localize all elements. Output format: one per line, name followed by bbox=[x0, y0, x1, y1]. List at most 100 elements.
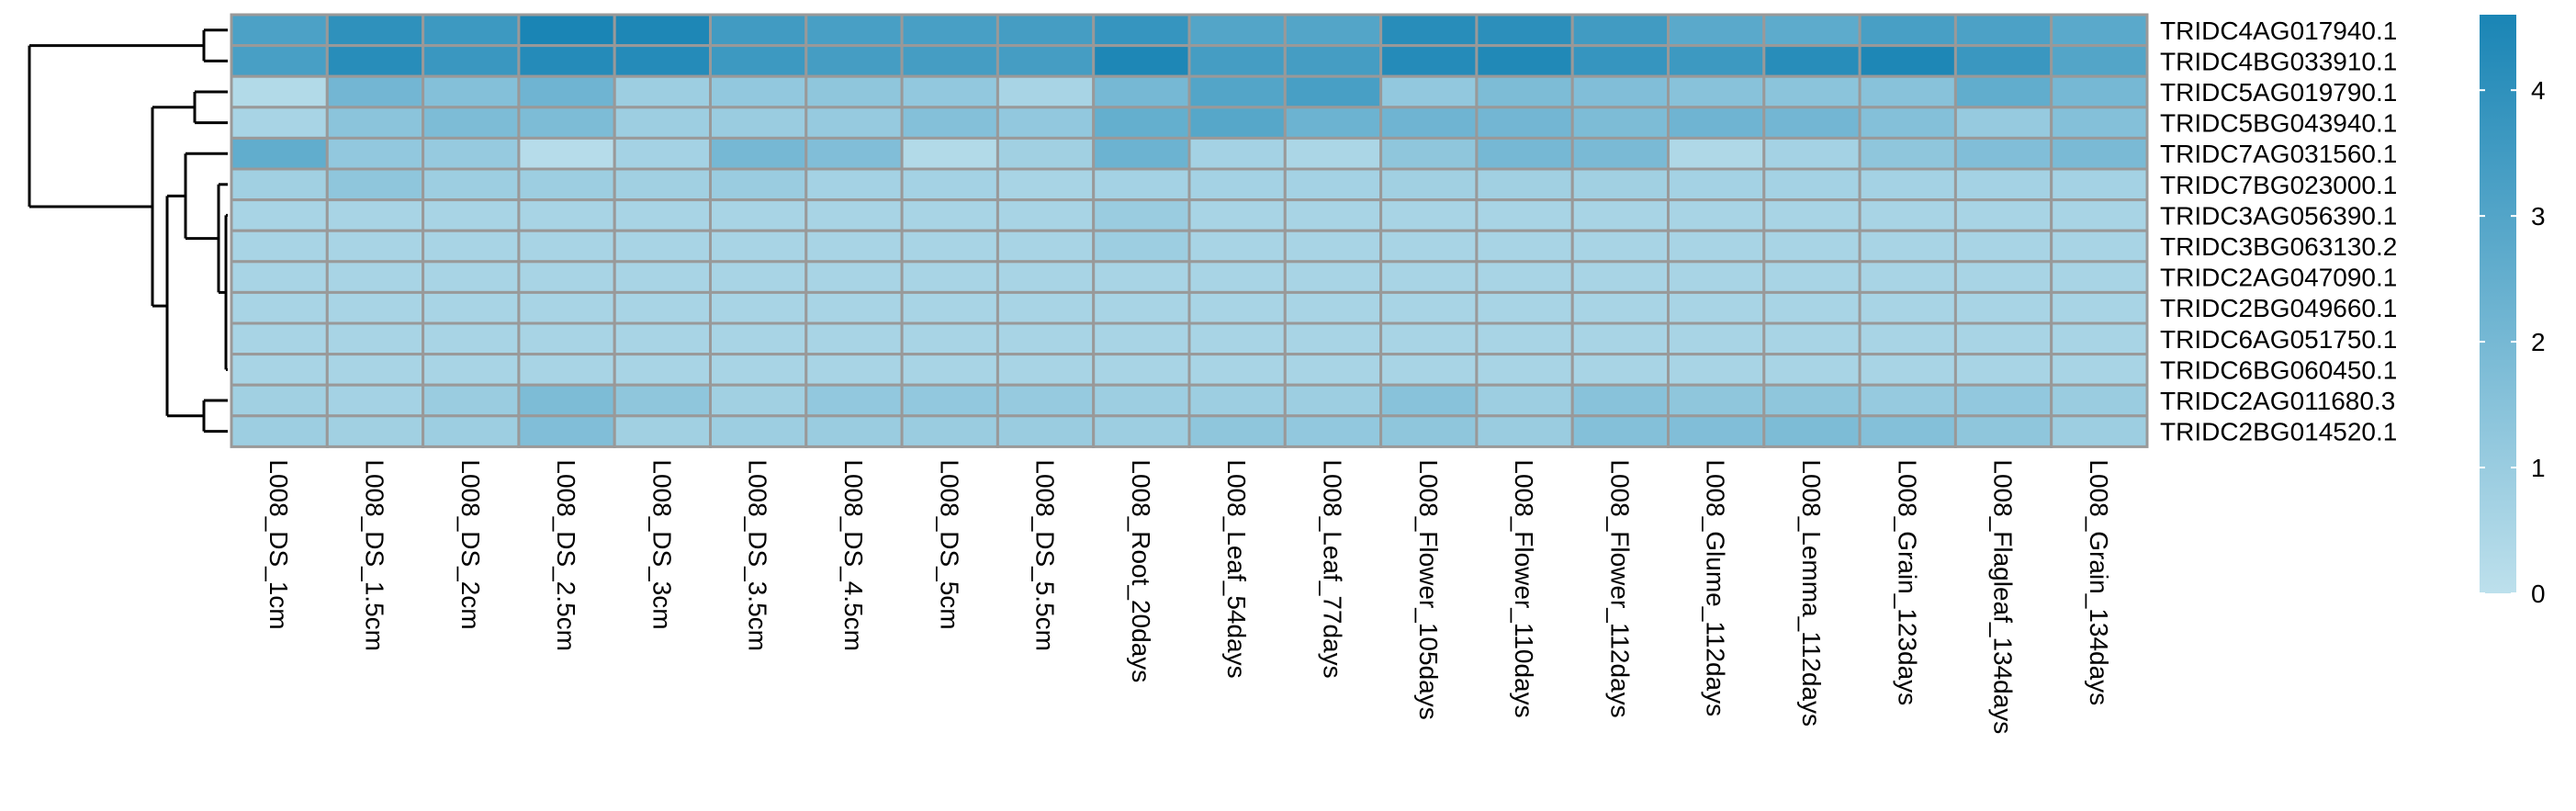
heatmap-cell bbox=[900, 290, 999, 325]
heatmap-cell bbox=[1762, 136, 1862, 171]
heatmap-cell bbox=[2050, 13, 2149, 48]
heatmap-cell bbox=[804, 167, 904, 202]
heatmap-cell bbox=[1475, 106, 1574, 140]
heatmap-cell bbox=[1762, 290, 1862, 325]
heatmap-cell bbox=[1379, 353, 1479, 387]
heatmap-cell bbox=[1953, 136, 2053, 171]
row-label: TRIDC2AG011680.3 bbox=[2160, 387, 2395, 415]
heatmap-cell bbox=[230, 106, 329, 140]
heatmap-cell bbox=[804, 260, 904, 294]
heatmap-cell bbox=[613, 136, 713, 171]
heatmap-cell bbox=[1187, 44, 1287, 78]
heatmap-cell bbox=[1283, 13, 1383, 48]
heatmap-cell bbox=[1092, 198, 1191, 232]
heatmap-cell bbox=[422, 167, 521, 202]
column-label: L008_DS_5cm bbox=[935, 459, 963, 629]
heatmap-cell bbox=[325, 229, 425, 264]
row-dendrogram bbox=[28, 28, 228, 434]
heatmap-cell bbox=[1475, 290, 1574, 325]
heatmap-cell bbox=[1667, 44, 1766, 78]
heatmap-cell bbox=[1187, 260, 1287, 294]
heatmap-cell bbox=[230, 383, 329, 418]
heatmap-cell bbox=[325, 353, 425, 387]
column-label: L008_Glume_112days bbox=[1702, 459, 1730, 716]
heatmap-cell bbox=[1762, 229, 1862, 264]
heatmap-cell bbox=[1953, 74, 2053, 109]
heatmap-cell bbox=[709, 106, 808, 140]
heatmap-cell bbox=[996, 383, 1096, 418]
column-label: L008_DS_3.5cm bbox=[744, 459, 772, 651]
heatmap-cell bbox=[1953, 229, 2053, 264]
heatmap-cell bbox=[1953, 44, 2053, 78]
heatmap-cell bbox=[1187, 136, 1287, 171]
heatmap-cell bbox=[1475, 136, 1574, 171]
column-label: L008_DS_1cm bbox=[264, 459, 293, 629]
heatmap-cell bbox=[900, 74, 999, 109]
heatmap-cell bbox=[422, 44, 521, 78]
row-label: TRIDC2AG047090.1 bbox=[2160, 264, 2397, 292]
heatmap-cell bbox=[1667, 290, 1766, 325]
heatmap-cell bbox=[422, 290, 521, 325]
heatmap-cell bbox=[996, 106, 1096, 140]
row-label: TRIDC7BG023000.1 bbox=[2160, 171, 2397, 199]
column-labels: L008_DS_1cm L008_DS_1.5cm L008_DS_2cm L008_… bbox=[264, 459, 2113, 734]
heatmap-cell bbox=[517, 353, 616, 387]
heatmap-cell bbox=[1187, 414, 1287, 448]
column-label: L008_Leaf_54days bbox=[1222, 459, 1251, 678]
row-label: TRIDC7AG031560.1 bbox=[2160, 140, 2397, 168]
heatmap-cell bbox=[900, 383, 999, 418]
heatmap-cell bbox=[422, 74, 521, 109]
heatmap-cell bbox=[900, 44, 999, 78]
heatmap-cell bbox=[1379, 136, 1479, 171]
heatmap-cell bbox=[1570, 74, 1670, 109]
heatmap-cell bbox=[900, 414, 999, 448]
heatmap-cell bbox=[1283, 414, 1383, 448]
row-label: TRIDC5BG043940.1 bbox=[2160, 109, 2397, 138]
heatmap-cell bbox=[422, 136, 521, 171]
heatmap-cell bbox=[804, 383, 904, 418]
heatmap-cell bbox=[1762, 74, 1862, 109]
heatmap-cell bbox=[1667, 136, 1766, 171]
heatmap-cell bbox=[1475, 383, 1574, 418]
heatmap-cell bbox=[900, 136, 999, 171]
heatmap-cell bbox=[325, 106, 425, 140]
heatmap-cell bbox=[709, 167, 808, 202]
heatmap-cell bbox=[1570, 198, 1670, 232]
heatmap-cell bbox=[613, 353, 713, 387]
heatmap-cell bbox=[325, 414, 425, 448]
heatmap-cell bbox=[1283, 321, 1383, 356]
heatmap-cell bbox=[1187, 198, 1287, 232]
heatmap-cell bbox=[2050, 106, 2149, 140]
heatmap-cell bbox=[1092, 414, 1191, 448]
heatmap-cell bbox=[709, 74, 808, 109]
heatmap-cell bbox=[1379, 414, 1479, 448]
heatmap-cell bbox=[1762, 13, 1862, 48]
heatmap-cell bbox=[1092, 13, 1191, 48]
heatmap-cell bbox=[900, 353, 999, 387]
heatmap-cell bbox=[1379, 198, 1479, 232]
heatmap-cell bbox=[1762, 414, 1862, 448]
legend-tick-label: 0 bbox=[2531, 580, 2546, 608]
heatmap-cell bbox=[1092, 106, 1191, 140]
heatmap-cell bbox=[1667, 167, 1766, 202]
heatmap-cell bbox=[1858, 353, 1957, 387]
heatmap-cell bbox=[230, 353, 329, 387]
heatmap-cell bbox=[1379, 383, 1479, 418]
heatmap-cell bbox=[1762, 260, 1862, 294]
heatmap-cell bbox=[1570, 290, 1670, 325]
heatmap-cell bbox=[2050, 167, 2149, 202]
legend-tick-label: 2 bbox=[2531, 328, 2546, 356]
heatmap-cell bbox=[709, 136, 808, 171]
heatmap-cell bbox=[422, 13, 521, 48]
heatmap-cell bbox=[1379, 321, 1479, 356]
row-label: TRIDC3AG056390.1 bbox=[2160, 201, 2397, 230]
heatmap-cell bbox=[1570, 321, 1670, 356]
heatmap-cell bbox=[1953, 383, 2053, 418]
heatmap-cell bbox=[804, 353, 904, 387]
column-label: L008_Leaf_77days bbox=[1318, 459, 1346, 678]
heatmap-cell bbox=[1570, 106, 1670, 140]
row-label: TRIDC6BG060450.1 bbox=[2160, 355, 2397, 384]
heatmap-cell bbox=[1858, 260, 1957, 294]
heatmap-cell bbox=[613, 260, 713, 294]
heatmap-cell bbox=[517, 321, 616, 356]
